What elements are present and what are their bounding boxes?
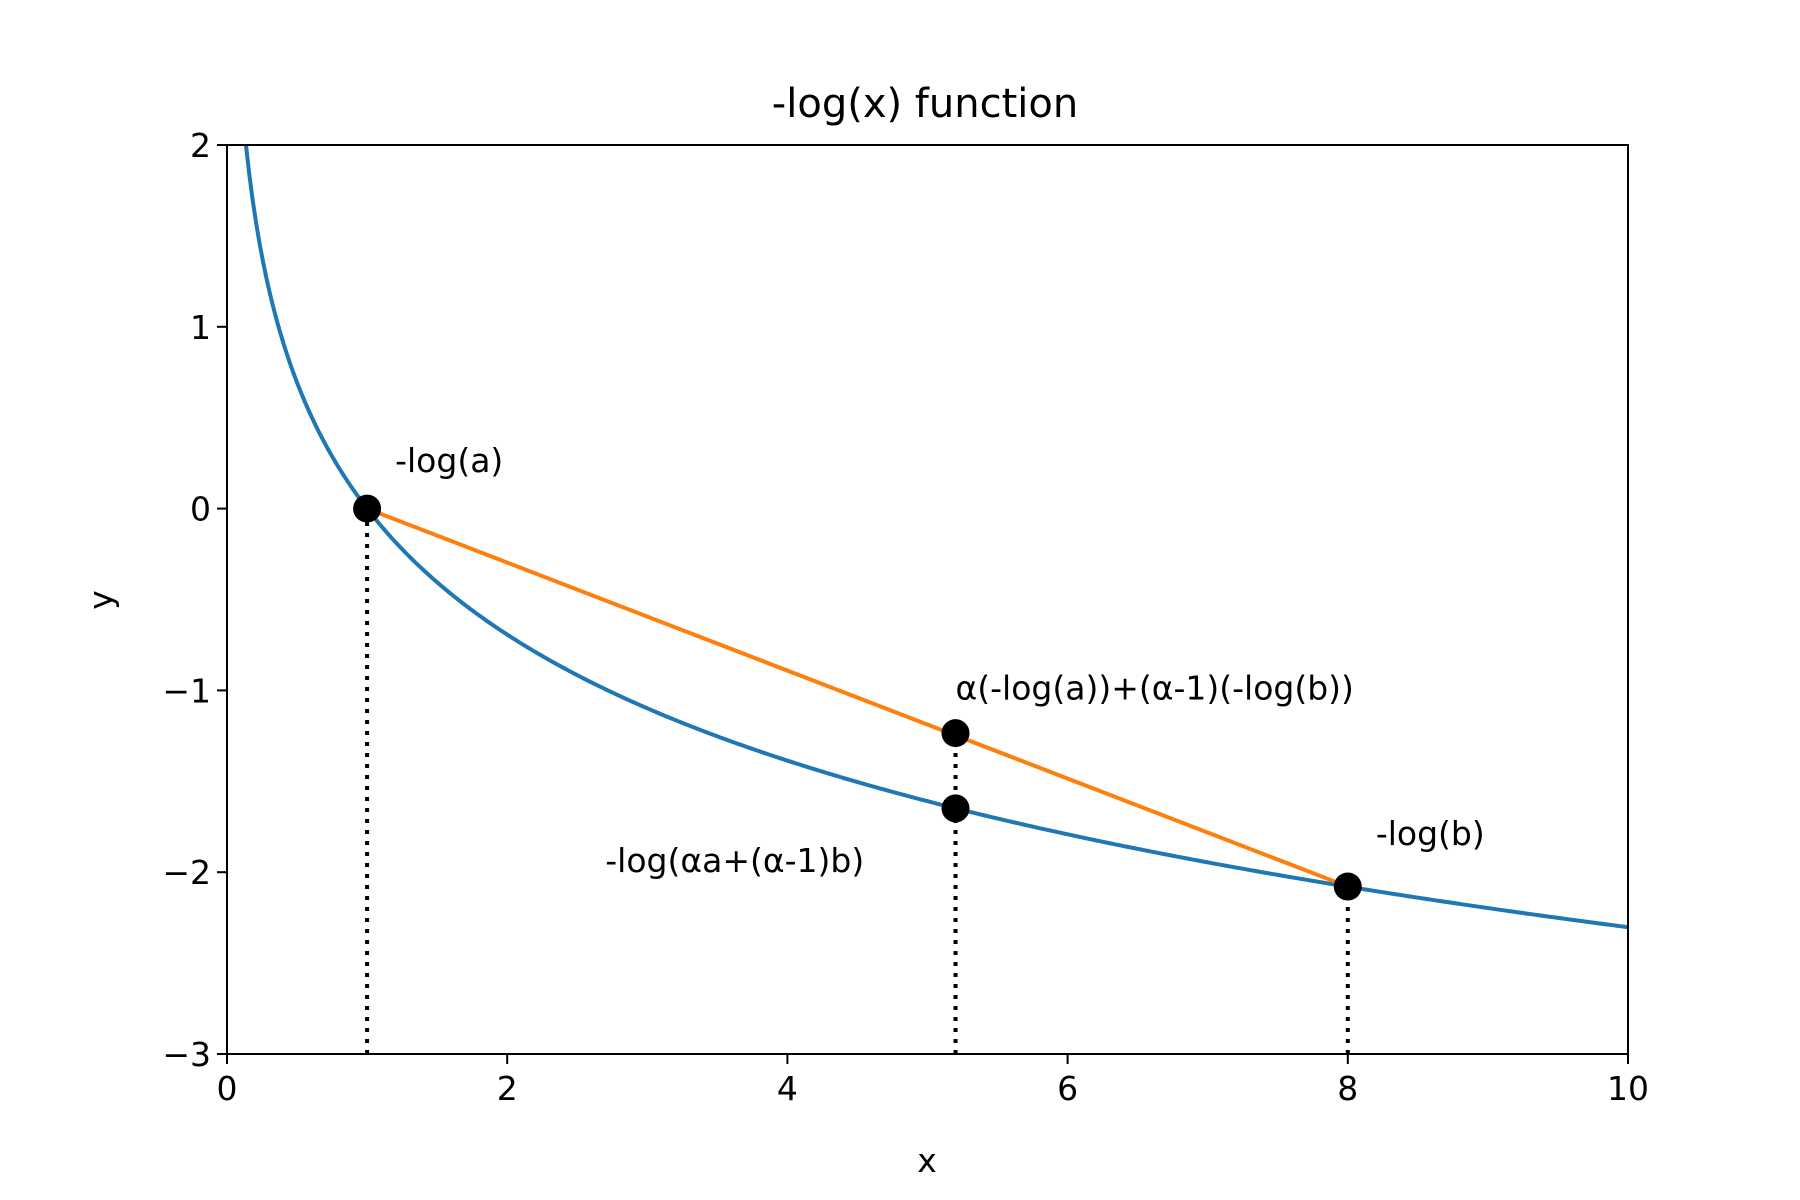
- y-axis-label: y: [81, 590, 120, 610]
- annotation-label: α(-log(a))+(α-1)(-log(b)): [956, 668, 1354, 707]
- annotation-label: -log(a): [395, 441, 503, 480]
- series-layer: [243, 145, 1628, 1054]
- series-chord-line: [366, 506, 1349, 889]
- ticks-layer: 0 2 4 6 8 10 −3 −2 −1 0 1 2: [162, 126, 1649, 1108]
- x-tick-label: 10: [1607, 1069, 1649, 1108]
- series-neg-log-curve: [243, 145, 1628, 930]
- x-tick-label: 6: [1057, 1069, 1078, 1108]
- y-tick-label: −1: [162, 671, 211, 710]
- x-tick-label: 4: [777, 1069, 798, 1108]
- y-tick-label: 1: [190, 308, 211, 347]
- chart-title: -log(x) function: [772, 81, 1078, 127]
- x-axis-label: x: [917, 1141, 937, 1180]
- plot-frame: [226, 144, 1629, 1055]
- y-tick-label: −2: [162, 853, 211, 892]
- x-tick-label: 0: [217, 1069, 238, 1108]
- data-point: [353, 494, 382, 523]
- y-tick-label: −3: [162, 1035, 211, 1074]
- annotation-label: -log(αa+(α-1)b): [605, 841, 864, 880]
- annotation-label: -log(b): [1376, 814, 1485, 853]
- data-point: [941, 794, 970, 823]
- y-tick-label: 2: [190, 126, 211, 165]
- data-point: [941, 719, 970, 748]
- data-point: [1333, 872, 1362, 901]
- x-tick-label: 8: [1337, 1069, 1358, 1108]
- y-tick-label: 0: [190, 490, 211, 529]
- x-tick-label: 2: [497, 1069, 518, 1108]
